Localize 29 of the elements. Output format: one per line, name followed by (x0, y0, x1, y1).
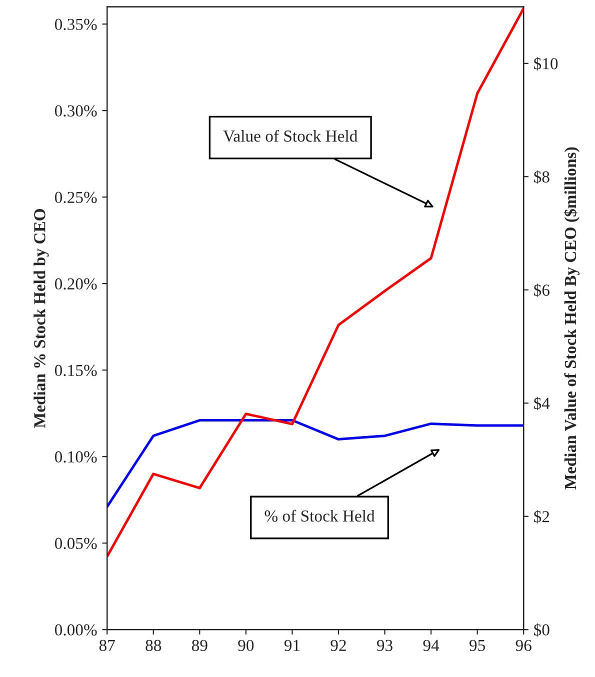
annotation: Value of Stock Held (223, 130, 358, 142)
x-tick-label: 88 (146, 640, 162, 652)
y-tick-label: 0.35% (54, 18, 97, 30)
y-tick-label: 0.15% (54, 364, 97, 376)
line-series (107, 419, 524, 508)
x-tick-label: 95 (470, 640, 486, 652)
y-tick-label: 0.00% (54, 624, 97, 636)
x-tick-label: 90 (238, 640, 254, 652)
x-tick-label: 92 (330, 640, 346, 652)
y2-tick-label: $10 (534, 57, 558, 70)
y-axis-title: Median % Stock Held by CEO (34, 209, 49, 428)
x-tick-label: 96 (516, 640, 532, 652)
y-tick-label: 0.05% (54, 538, 97, 550)
y2-tick-label: $8 (534, 170, 550, 184)
x-tick-label: 91 (284, 640, 300, 652)
y2-tick-label: $0 (534, 623, 550, 637)
y2-tick-label: $4 (534, 396, 550, 410)
y2-tick-label: $2 (534, 510, 550, 524)
y2-axis-title: Median Value of Stock Held By CEO ($millions) (564, 147, 580, 490)
annotation: % of Stock Held (264, 510, 375, 522)
y2-tick-label: $6 (534, 284, 550, 297)
x-tick-label: 89 (192, 640, 208, 652)
y-tick-label: 0.20% (54, 278, 97, 290)
x-tick-label: 93 (376, 640, 392, 652)
x-tick-label: 94 (423, 640, 440, 652)
y-tick-label: 0.30% (54, 105, 97, 117)
x-tick-label: 87 (99, 640, 115, 652)
y-tick-label: 0.25% (54, 192, 97, 204)
y-tick-label: 0.10% (54, 451, 97, 463)
